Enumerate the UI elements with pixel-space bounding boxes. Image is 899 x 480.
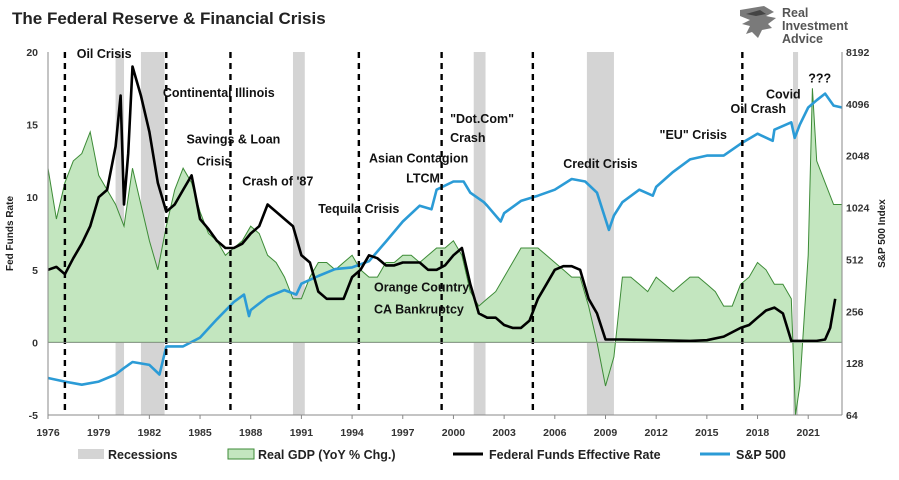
- x-tick-label: 1988: [239, 427, 263, 439]
- annotation-label: "Dot.Com": [450, 112, 514, 126]
- recession-bands: [115, 52, 799, 415]
- chart-title: The Federal Reserve & Financial Crisis: [12, 9, 326, 28]
- x-tick-label: 2012: [644, 427, 668, 439]
- x-tick-label: 2009: [594, 427, 618, 439]
- y-left-tick-label: -5: [29, 410, 38, 422]
- y-right-tick-label: 2048: [846, 151, 870, 163]
- annotation-label: Credit Crisis: [563, 157, 637, 171]
- annotation-label: CA Bankruptcy: [374, 302, 464, 316]
- x-tick-label: 1991: [290, 427, 314, 439]
- sp500-line: [47, 92, 843, 386]
- recession-band: [292, 52, 305, 415]
- legend-swatch-recessions: [78, 449, 104, 459]
- y-right-tick-label: 4096: [846, 99, 870, 111]
- annotation-label: Oil Crisis: [77, 47, 132, 61]
- fed-funds-series: [47, 65, 837, 343]
- logo-line3: Advice: [782, 32, 823, 46]
- x-tick-label: 1979: [87, 427, 111, 439]
- y-right-tick-label: 256: [846, 306, 864, 318]
- annotation-label: Tequila Crisis: [318, 202, 399, 216]
- eagle-icon: [740, 6, 776, 38]
- annotation-label: Orange Country: [374, 281, 469, 295]
- logo: Real Investment Advice: [740, 6, 849, 46]
- gdp-area: [47, 88, 843, 416]
- gdp-series: [47, 88, 843, 416]
- y-left-tick-label: 20: [26, 47, 38, 59]
- annotation-label: "EU" Crisis: [660, 128, 727, 142]
- y-left-tick-label: 10: [26, 192, 38, 204]
- y-left-tick-label: 15: [26, 120, 38, 132]
- x-tick-label: 1997: [391, 427, 415, 439]
- x-tick-label: 1976: [36, 427, 60, 439]
- y-left-axis-title: Fed Funds Rate: [5, 196, 16, 271]
- annotations: Oil Crisis Continental Illinois Savings & …: [77, 47, 831, 317]
- recession-band: [473, 52, 486, 415]
- x-tick-label: 1994: [340, 427, 364, 439]
- event-lines: [63, 52, 744, 415]
- sp500-series: [47, 92, 843, 386]
- annotation-label: Asian Contagion: [369, 151, 468, 165]
- y-right-tick-label: 512: [846, 254, 864, 266]
- legend-label-gdp: Real GDP (YoY % Chg.): [258, 448, 396, 462]
- annotation-label: LTCM: [406, 172, 440, 186]
- x-tick-label: 2006: [543, 427, 567, 439]
- legend-label-sp500: S&P 500: [736, 448, 786, 462]
- axes: 1976 1979 1982 1985 1988 1991 1994 1997 2000 2003…: [5, 47, 888, 439]
- recession-band: [793, 52, 799, 415]
- x-tick-label: 2003: [492, 427, 516, 439]
- annotation-label: Covid: [766, 87, 801, 101]
- x-tick-label: 2000: [442, 427, 466, 439]
- x-tick-label: 2018: [746, 427, 770, 439]
- y-right-tick-label: 8192: [846, 47, 870, 59]
- x-tick-label: 2021: [797, 427, 821, 439]
- y-right-tick-label: 1024: [846, 203, 870, 215]
- annotation-label: Savings & Loan: [187, 132, 281, 146]
- y-right-tick-label: 64: [846, 410, 858, 422]
- x-tick-label: 2015: [695, 427, 719, 439]
- annotation-label: Crash: [450, 131, 485, 145]
- legend-label-recessions: Recessions: [108, 448, 178, 462]
- x-tick-label: 1985: [188, 427, 212, 439]
- logo-line1: Real: [782, 6, 808, 20]
- fed-funds-line: [47, 65, 837, 343]
- y-right-axis-title: S&P 500 Index: [877, 199, 888, 268]
- annotation-label: Oil Crash: [731, 102, 787, 116]
- logo-line2: Investment: [782, 19, 849, 33]
- annotation-label: ???: [808, 71, 831, 85]
- y-left-tick-label: 0: [32, 337, 38, 349]
- y-left-tick-label: 5: [32, 265, 38, 277]
- annotation-label: Crisis: [197, 154, 232, 168]
- x-tick-label: 1982: [138, 427, 162, 439]
- annotation-label: Continental Illinois: [163, 86, 275, 100]
- legend: Recessions Real GDP (YoY % Chg.) Federal F…: [78, 448, 786, 462]
- legend-swatch-gdp: [227, 448, 255, 460]
- y-right-tick-label: 128: [846, 358, 864, 370]
- annotation-label: Crash of '87: [242, 175, 313, 189]
- legend-label-fed: Federal Funds Effective Rate: [489, 448, 661, 462]
